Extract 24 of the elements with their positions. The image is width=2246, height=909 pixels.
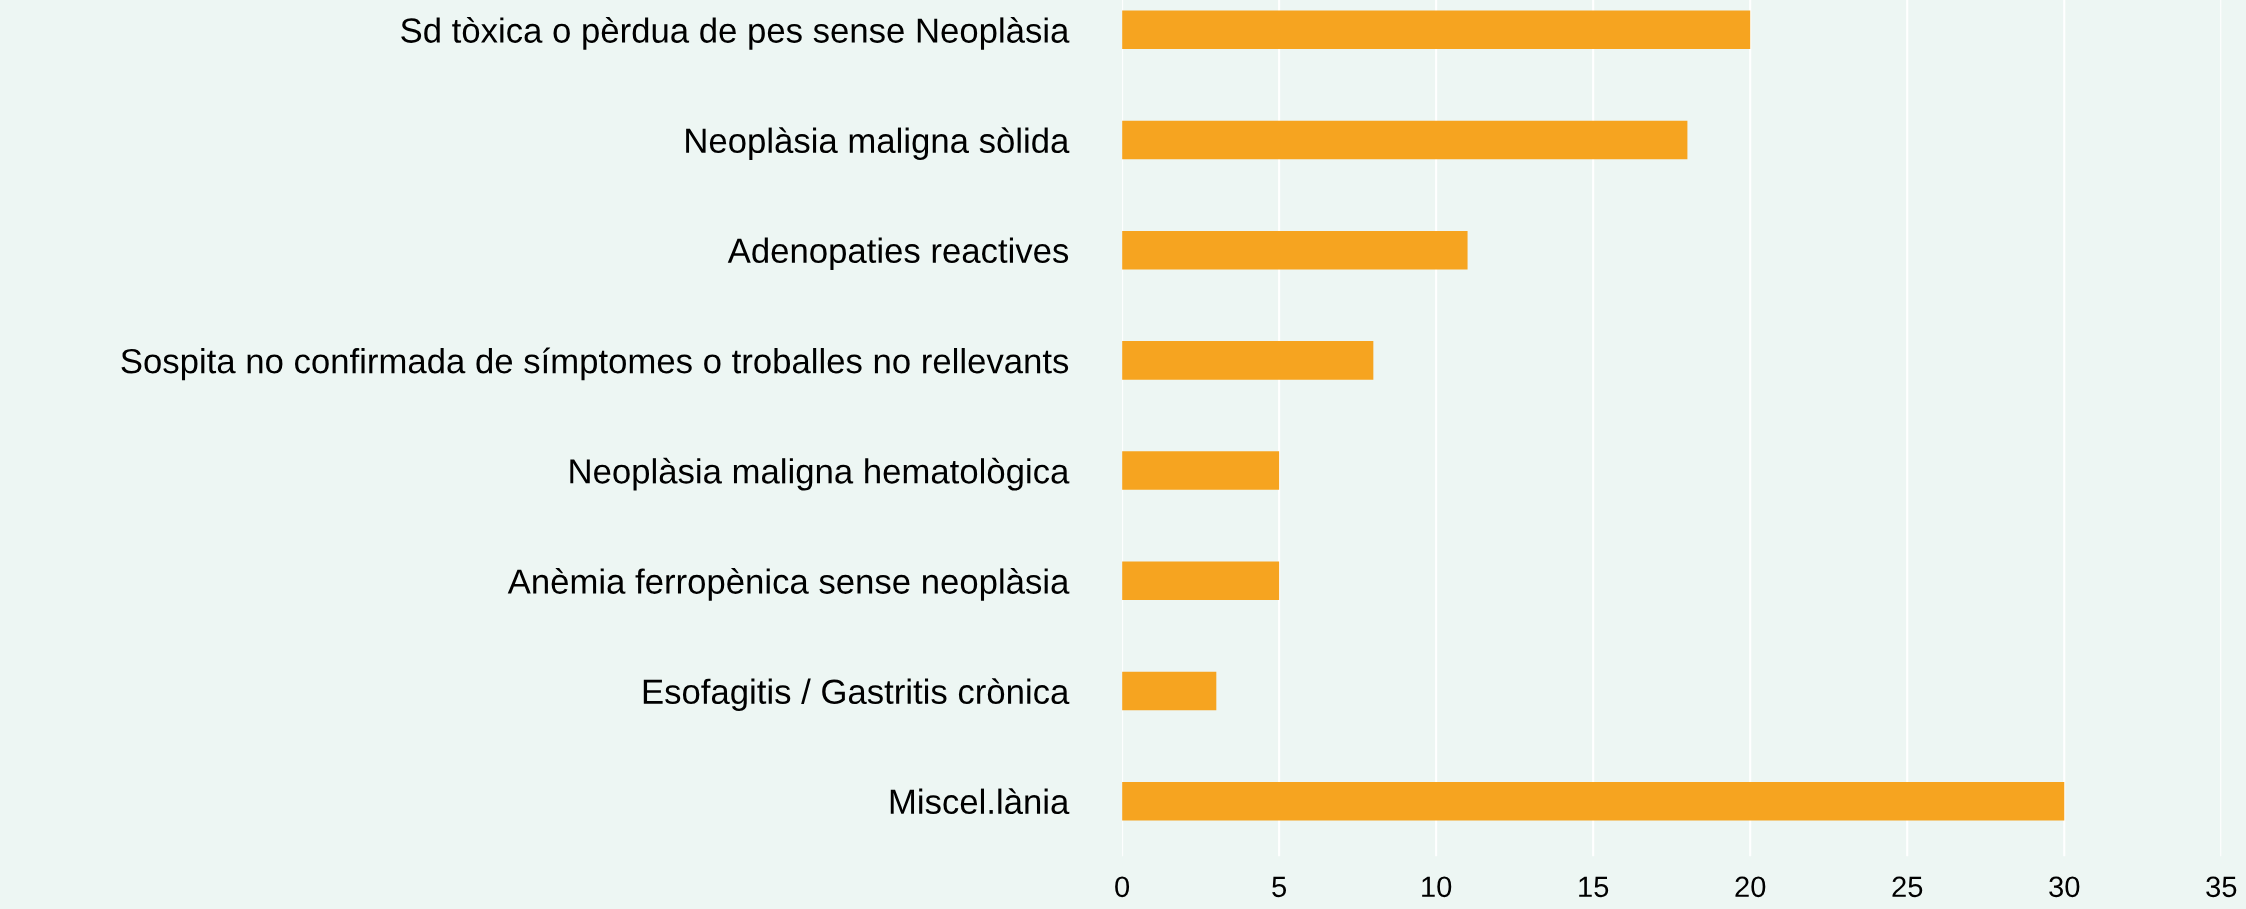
y-tick-label: Sd tòxica o pèrdua de pes sense Neoplàsia (401, 16, 1070, 50)
x-tick-label: 10 (1422, 876, 1452, 898)
x-tick-label: 20 (1735, 876, 1766, 898)
y-tick-label: Sospita no confirmada de símptomes o troballes no rellevants (121, 347, 1069, 381)
y-tick-label: Neoplàsia maligna sòlida (686, 127, 1070, 160)
bar (1122, 781, 2065, 821)
x-tick-label: 35 (2206, 876, 2237, 898)
x-tick-label: 15 (1579, 876, 1609, 898)
bar (1122, 451, 1280, 490)
y-tick-label: Adenopaties reactives (727, 237, 1069, 270)
bar (1122, 341, 1374, 380)
x-tick-label: 25 (1892, 876, 1923, 898)
x-tick-label: 0 (1115, 876, 1130, 898)
y-tick-label: Neoplàsia maligna hematològica (570, 457, 1070, 491)
y-tick-label: Miscel.lània (890, 788, 1070, 815)
x-tick-label: 30 (2049, 876, 2080, 898)
bar (1122, 10, 1751, 50)
bar (1122, 230, 1468, 270)
bar (1122, 120, 1688, 160)
x-tick-label: 5 (1272, 876, 1287, 898)
bar (1122, 671, 1217, 711)
y-tick-label: Anèmia ferropènica sense neoplàsia (507, 567, 1070, 601)
y-tick-label: Esofagitis / Gastritis crònica (643, 678, 1070, 711)
bar (1122, 561, 1280, 601)
